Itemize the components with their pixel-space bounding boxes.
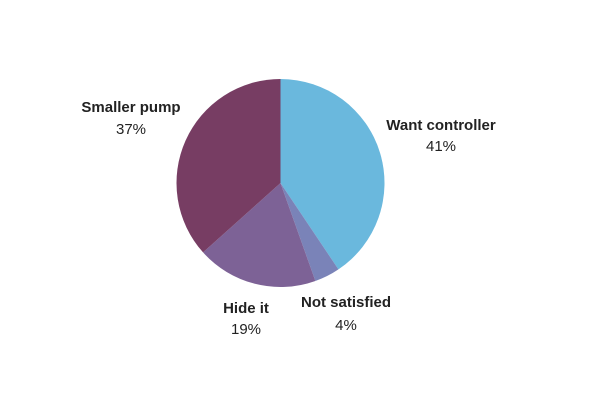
slice-label-smaller-pump: Smaller pump <box>81 99 180 116</box>
pie-slice-smaller-pump <box>176 79 281 253</box>
pie-labels: Want controller 41% Not satisfied 4% Hid… <box>81 99 495 338</box>
pie-slice-not-satisfied <box>280 183 339 281</box>
slice-value-not-satisfied: 4% <box>335 317 357 334</box>
slice-value-smaller-pump: 37% <box>116 121 146 138</box>
pie-slice-want-controller <box>280 79 385 270</box>
slice-label-not-satisfied: Not satisfied <box>301 294 391 311</box>
slice-label-want-controller: Want controller <box>386 117 496 134</box>
slice-value-want-controller: 41% <box>426 138 456 155</box>
slice-label-hide-it: Hide it <box>223 300 269 317</box>
pie-slices <box>176 79 385 287</box>
slice-value-hide-it: 19% <box>231 321 261 338</box>
pie-slice-hide-it <box>203 183 316 287</box>
